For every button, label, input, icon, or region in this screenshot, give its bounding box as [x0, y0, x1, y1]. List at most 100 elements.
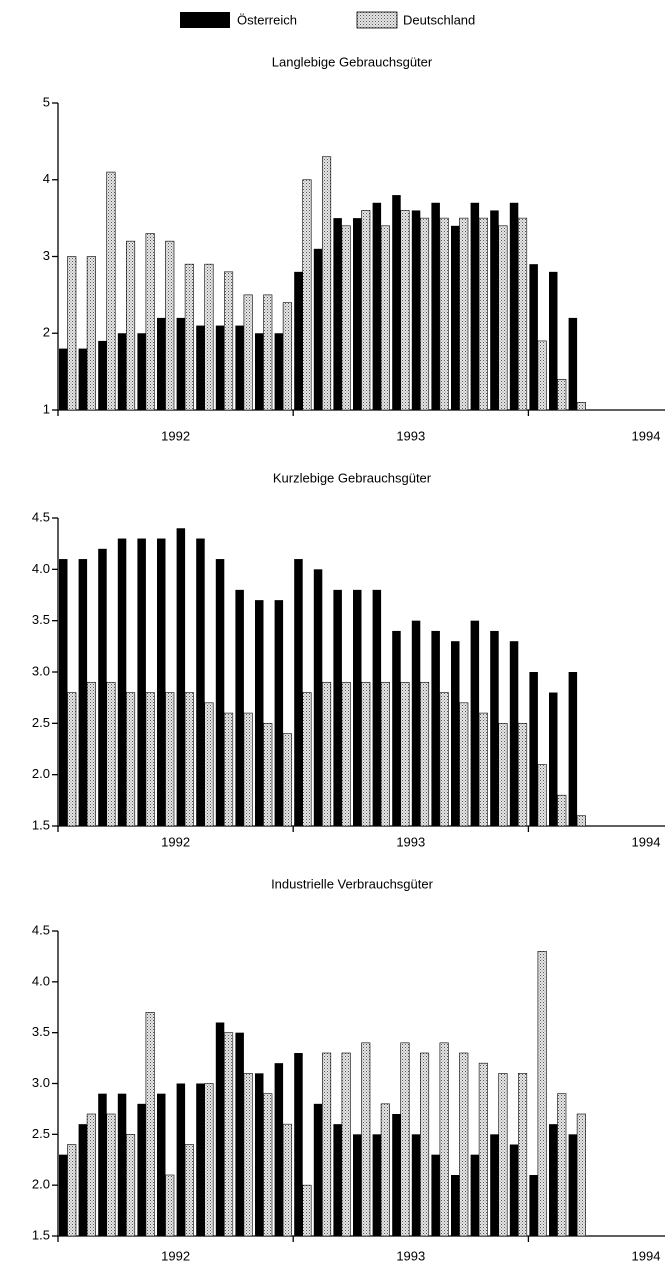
- bar: [302, 692, 312, 827]
- y-tick-label: 1.5: [32, 817, 50, 832]
- bar: [117, 538, 127, 826]
- bar: [204, 263, 214, 411]
- bar: [184, 263, 194, 411]
- legend-swatch: [180, 12, 230, 28]
- bar: [98, 340, 107, 410]
- bar: [176, 528, 186, 826]
- bar: [400, 210, 410, 411]
- bar: [204, 702, 214, 827]
- bar: [106, 1113, 116, 1237]
- bar: [392, 1114, 401, 1236]
- bar: [215, 325, 225, 410]
- bar: [353, 589, 362, 826]
- bar: [165, 692, 175, 827]
- bar: [176, 1083, 186, 1236]
- bar: [451, 225, 460, 410]
- legend-swatch: [356, 11, 398, 29]
- bar: [411, 1134, 421, 1236]
- y-tick-label: 4.5: [32, 922, 50, 937]
- bar: [145, 692, 155, 827]
- panel-title: Industrielle Verbrauchsgüter: [271, 876, 434, 891]
- bar: [431, 1154, 440, 1236]
- y-tick-label: 4.5: [32, 509, 50, 524]
- bar: [576, 815, 586, 827]
- y-tick-label: 2.0: [32, 766, 50, 781]
- bar: [243, 1073, 253, 1237]
- bar: [86, 1113, 96, 1237]
- y-tick-label: 4.0: [32, 973, 50, 988]
- bar: [529, 264, 538, 410]
- legend-label: Deutschland: [403, 12, 475, 27]
- y-tick-label: 3.5: [32, 1024, 50, 1039]
- bar: [333, 1124, 342, 1236]
- x-tick-label: 1993: [396, 1248, 425, 1263]
- bar: [137, 538, 146, 826]
- bar: [67, 1144, 77, 1237]
- y-tick-label: 2.5: [32, 1126, 50, 1141]
- bar: [341, 225, 351, 411]
- bar: [509, 641, 519, 826]
- x-tick-label: 1994: [632, 428, 661, 443]
- bar: [380, 225, 390, 411]
- bar: [196, 325, 205, 410]
- bar: [255, 600, 264, 826]
- y-tick-label: 3.0: [32, 1075, 50, 1090]
- y-tick-label: 5: [43, 94, 50, 109]
- x-tick-label: 1992: [161, 428, 190, 443]
- bar: [86, 681, 96, 827]
- bar: [165, 240, 175, 411]
- bar: [313, 248, 323, 410]
- bar: [78, 559, 88, 826]
- bar: [557, 794, 567, 827]
- bar: [117, 1093, 127, 1236]
- bar: [509, 202, 519, 410]
- bar: [498, 1073, 508, 1237]
- bar: [576, 1113, 586, 1237]
- bar: [459, 217, 469, 411]
- bar: [439, 217, 449, 411]
- y-tick-label: 1.5: [32, 1227, 50, 1242]
- bar: [529, 1175, 538, 1236]
- bar: [157, 1093, 166, 1236]
- bar: [439, 692, 449, 827]
- bar: [204, 1083, 214, 1237]
- bar: [557, 1093, 567, 1237]
- bar: [137, 1103, 146, 1236]
- bar: [470, 1154, 480, 1236]
- bar: [392, 630, 401, 826]
- bar: [313, 1103, 323, 1236]
- bar: [537, 340, 547, 411]
- bar: [557, 378, 567, 411]
- bar: [321, 1052, 332, 1237]
- y-tick-label: 4: [43, 171, 50, 186]
- bar: [431, 630, 440, 826]
- bar: [576, 402, 586, 411]
- bar: [235, 1032, 244, 1236]
- bar: [294, 271, 303, 410]
- bar: [126, 240, 136, 411]
- bar: [126, 692, 136, 827]
- bar: [294, 1053, 303, 1236]
- bar: [274, 600, 284, 826]
- bar: [361, 1042, 371, 1237]
- x-tick-label: 1992: [161, 1248, 190, 1263]
- y-tick-label: 2.5: [32, 715, 50, 730]
- bar: [145, 233, 155, 411]
- legend-label: Österreich: [237, 12, 297, 27]
- panel-title: Kurzlebige Gebrauchsgüter: [273, 470, 432, 485]
- y-tick-label: 4.0: [32, 561, 50, 576]
- bar: [274, 333, 284, 410]
- x-tick-label: 1994: [632, 834, 661, 849]
- bar: [470, 620, 480, 826]
- bar: [184, 692, 194, 827]
- bar: [137, 333, 146, 410]
- bar: [126, 1134, 136, 1237]
- bar: [215, 1022, 225, 1236]
- bar: [145, 1012, 155, 1237]
- bar: [263, 1093, 273, 1237]
- bar: [263, 294, 273, 411]
- bar: [274, 1063, 284, 1236]
- bar: [490, 210, 499, 410]
- y-tick-label: 3.0: [32, 663, 50, 678]
- bar: [419, 1052, 430, 1237]
